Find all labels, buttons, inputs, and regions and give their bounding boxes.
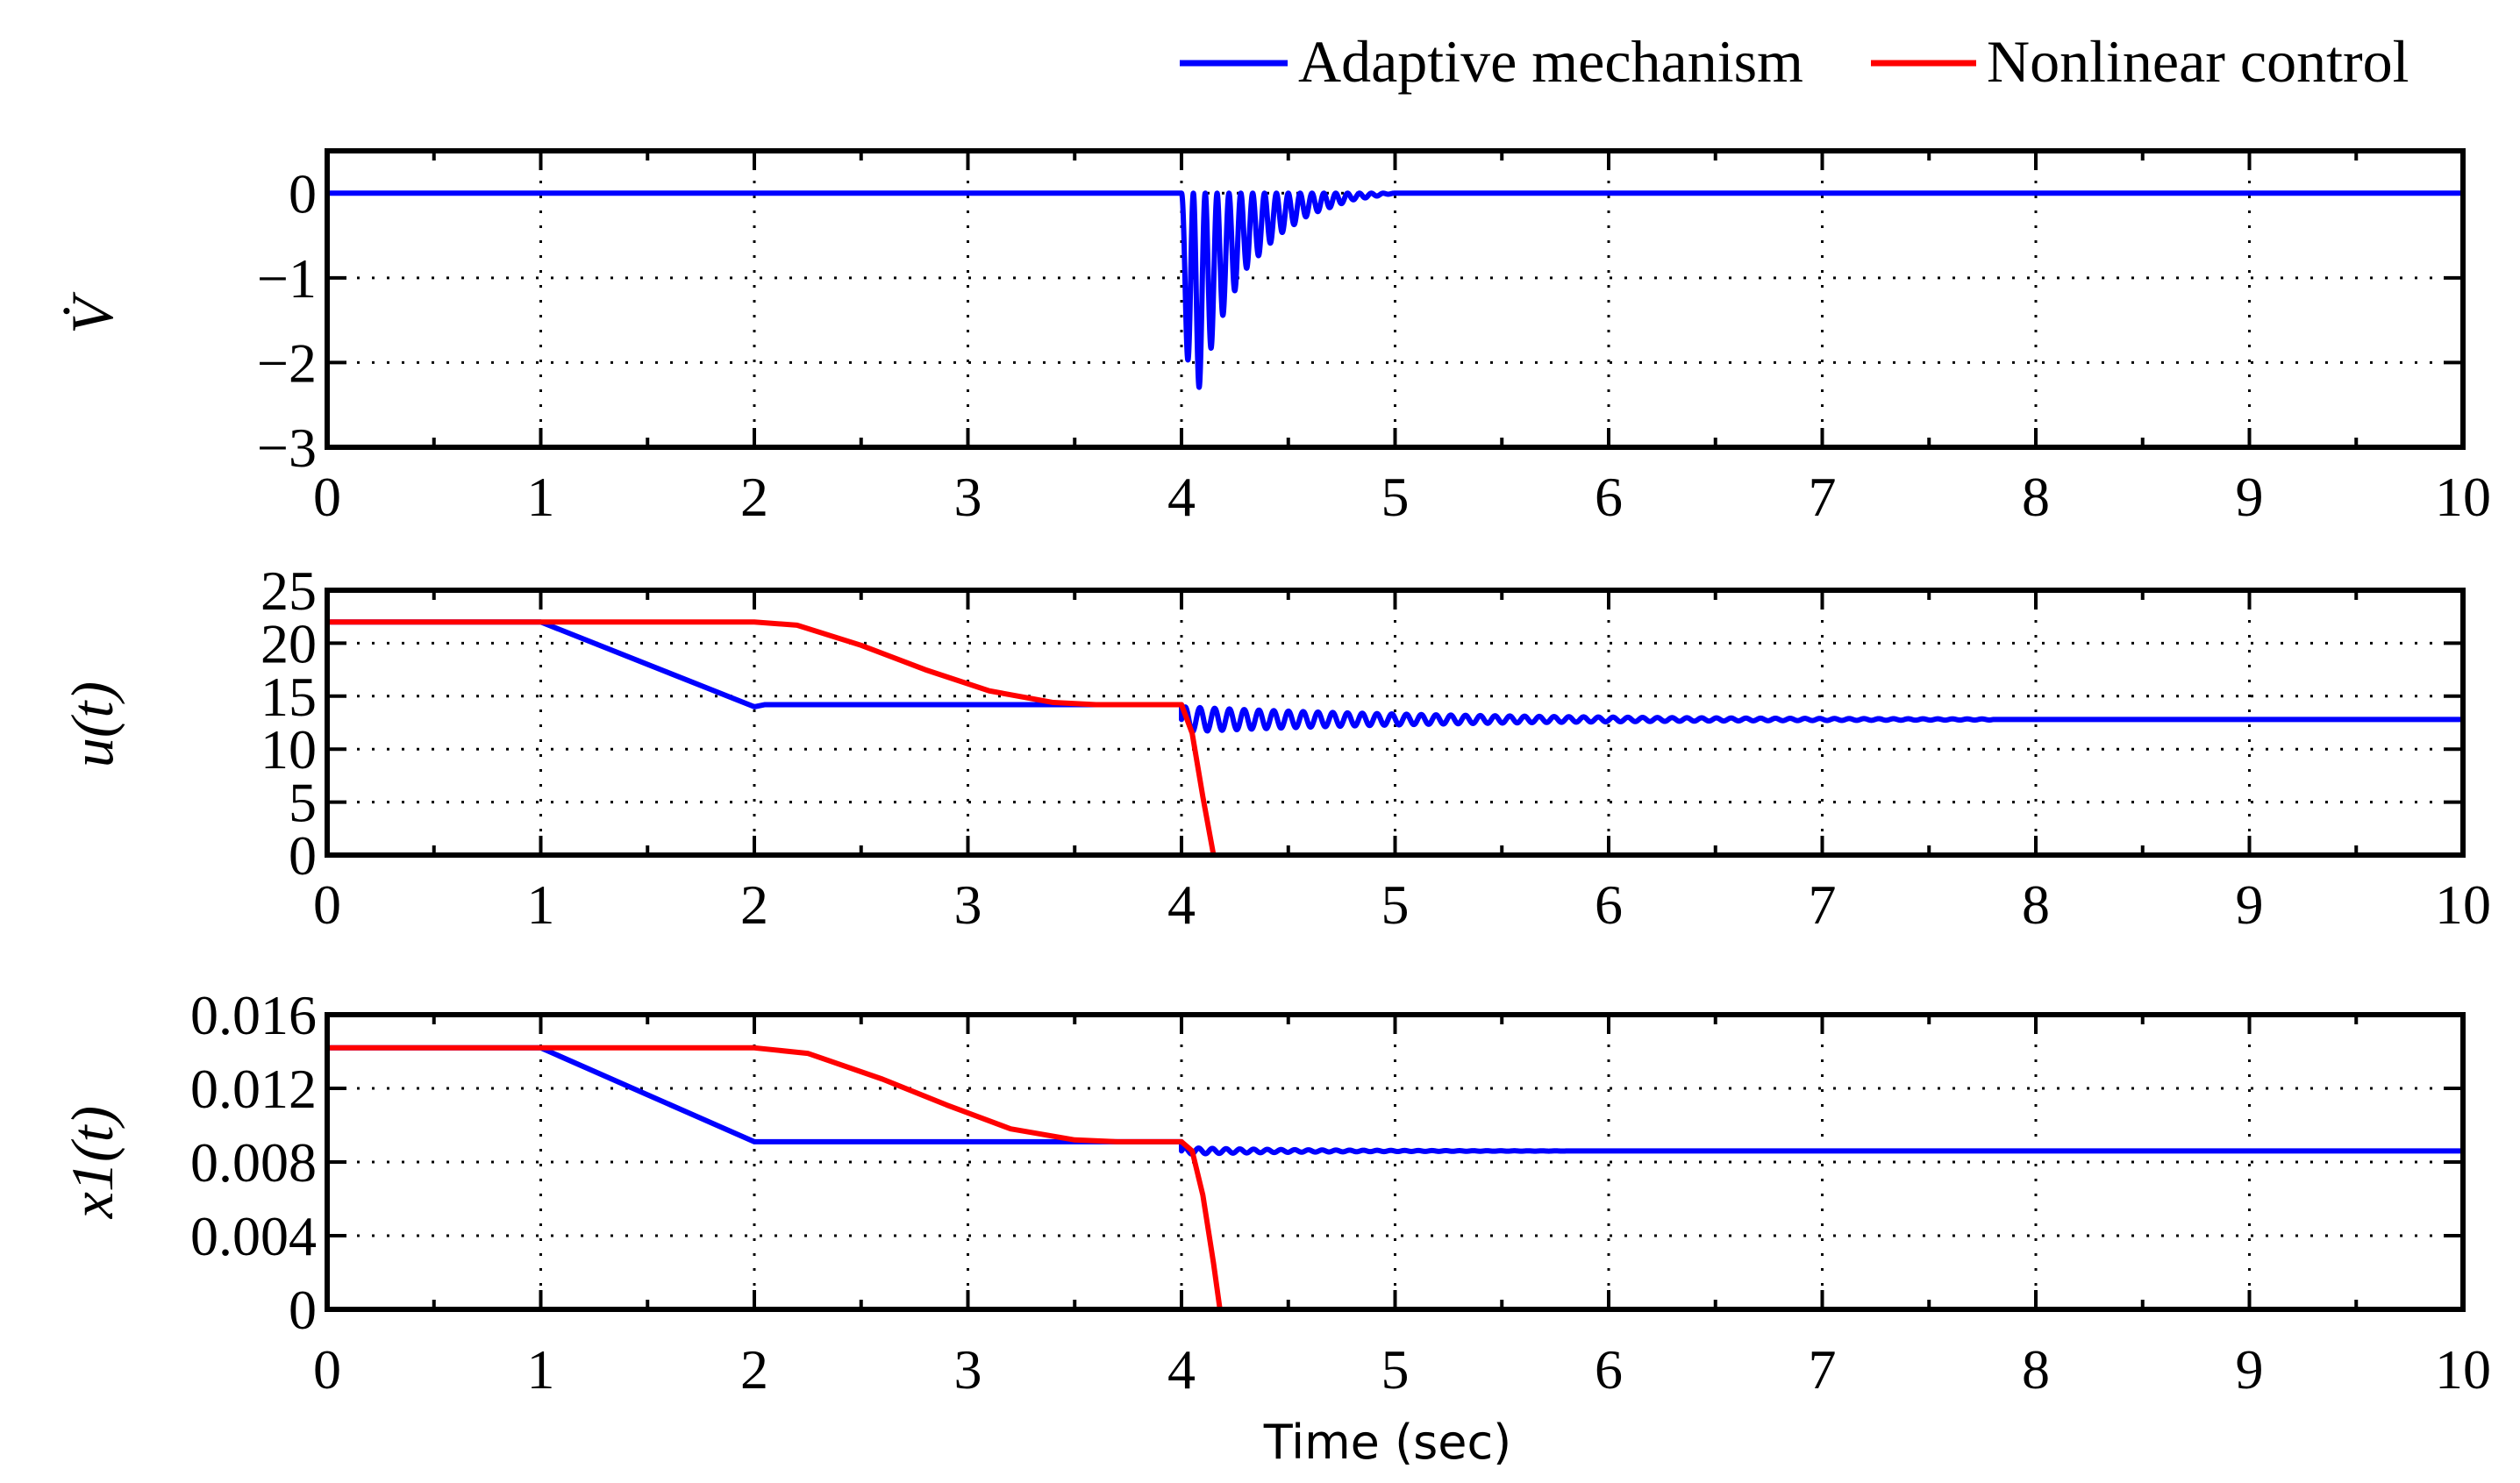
x-tick-label: 3 <box>954 1338 982 1401</box>
y-tick-label: 0 <box>289 1279 317 1341</box>
plot-frame <box>325 588 2466 858</box>
y-tick-label: 0 <box>289 824 317 887</box>
x-tick-label: 6 <box>1595 466 1623 528</box>
series-line-adaptive-mechanism <box>327 190 2463 390</box>
y-axis-label: V̇ <box>59 291 125 334</box>
y-tick-label: −3 <box>257 417 317 479</box>
x-tick-label: 9 <box>2236 466 2264 528</box>
x-tick-label: 5 <box>1381 466 1410 528</box>
y-tick-label: 0.016 <box>190 984 317 1046</box>
legend-label-nonlinear: Nonlinear control <box>1987 28 2409 95</box>
x-tick-label: 5 <box>1381 1338 1410 1401</box>
series-line-nonlinear-control <box>327 619 1217 855</box>
y-tick-label: 15 <box>261 666 317 728</box>
x-tick-label: 6 <box>1595 1338 1623 1401</box>
x-tick-label: 6 <box>1595 873 1623 936</box>
x-tick-label: 3 <box>954 873 982 936</box>
series-line-adaptive-mechanism <box>327 619 2463 735</box>
vdot-panel: 0 1 2 3 4 5 6 7 8 9 10 0 −1 −2 −3 V̇ <box>59 148 2491 528</box>
series-line-nonlinear-control <box>327 1045 1223 1309</box>
plot-frame <box>325 1012 2466 1312</box>
x-tick-label: 2 <box>740 466 768 528</box>
x-tick-label: 9 <box>2236 873 2264 936</box>
y-tick-label: 10 <box>261 718 317 781</box>
x-tick-label: 0 <box>313 873 341 936</box>
y-tick-label: −2 <box>257 332 317 394</box>
y-tick-label: 20 <box>261 612 317 674</box>
legend-label-adaptive: Adaptive mechanism <box>1298 28 1803 95</box>
x-tick-label: 0 <box>313 466 341 528</box>
y-tick-label: 25 <box>261 560 317 622</box>
plot-frame <box>325 148 2466 450</box>
y-axis-label: x1(t) <box>59 1106 125 1219</box>
x-tick-label: 10 <box>2435 1338 2491 1401</box>
x-tick-label: 8 <box>2022 873 2050 936</box>
state-x1-panel: 0 1 2 3 4 5 6 7 8 9 10 0 0.004 0.008 0.012 0.016 x1(t) <box>59 984 2491 1401</box>
x-tick-label: 1 <box>527 1338 555 1401</box>
x-tick-label: 9 <box>2236 1338 2264 1401</box>
x-tick-label: 5 <box>1381 873 1410 936</box>
x-tick-label: 4 <box>1167 466 1196 528</box>
y-tick-label: 0 <box>289 162 317 225</box>
y-tick-label: 5 <box>289 772 317 834</box>
x-tick-label: 1 <box>527 466 555 528</box>
x-tick-label: 2 <box>740 1338 768 1401</box>
x-tick-label: 8 <box>2022 1338 2050 1401</box>
y-axis-label: u(t) <box>59 681 125 767</box>
x-tick-label: 10 <box>2435 873 2491 936</box>
y-tick-label: 0.008 <box>190 1131 317 1194</box>
x-tick-label: 3 <box>954 466 982 528</box>
x-tick-label: 8 <box>2022 466 2050 528</box>
x-tick-label: 7 <box>1809 1338 1837 1401</box>
x-tick-label: 7 <box>1809 466 1837 528</box>
y-tick-label: 0.012 <box>190 1058 317 1120</box>
x-tick-label: 4 <box>1167 873 1196 936</box>
x-tick-label: 2 <box>740 873 768 936</box>
y-tick-label: −1 <box>257 247 317 310</box>
y-tick-label: 0.004 <box>190 1205 317 1267</box>
x-tick-label: 7 <box>1809 873 1837 936</box>
x-axis-label: Time (sec) <box>1263 1415 1512 1470</box>
x-tick-label: 1 <box>527 873 555 936</box>
x-tick-label: 4 <box>1167 1338 1196 1401</box>
legend: Adaptive mechanism Nonlinear control <box>1180 28 2409 95</box>
series-line-adaptive-mechanism <box>327 1045 2463 1157</box>
x-tick-label: 0 <box>313 1338 341 1401</box>
x-tick-label: 10 <box>2435 466 2491 528</box>
